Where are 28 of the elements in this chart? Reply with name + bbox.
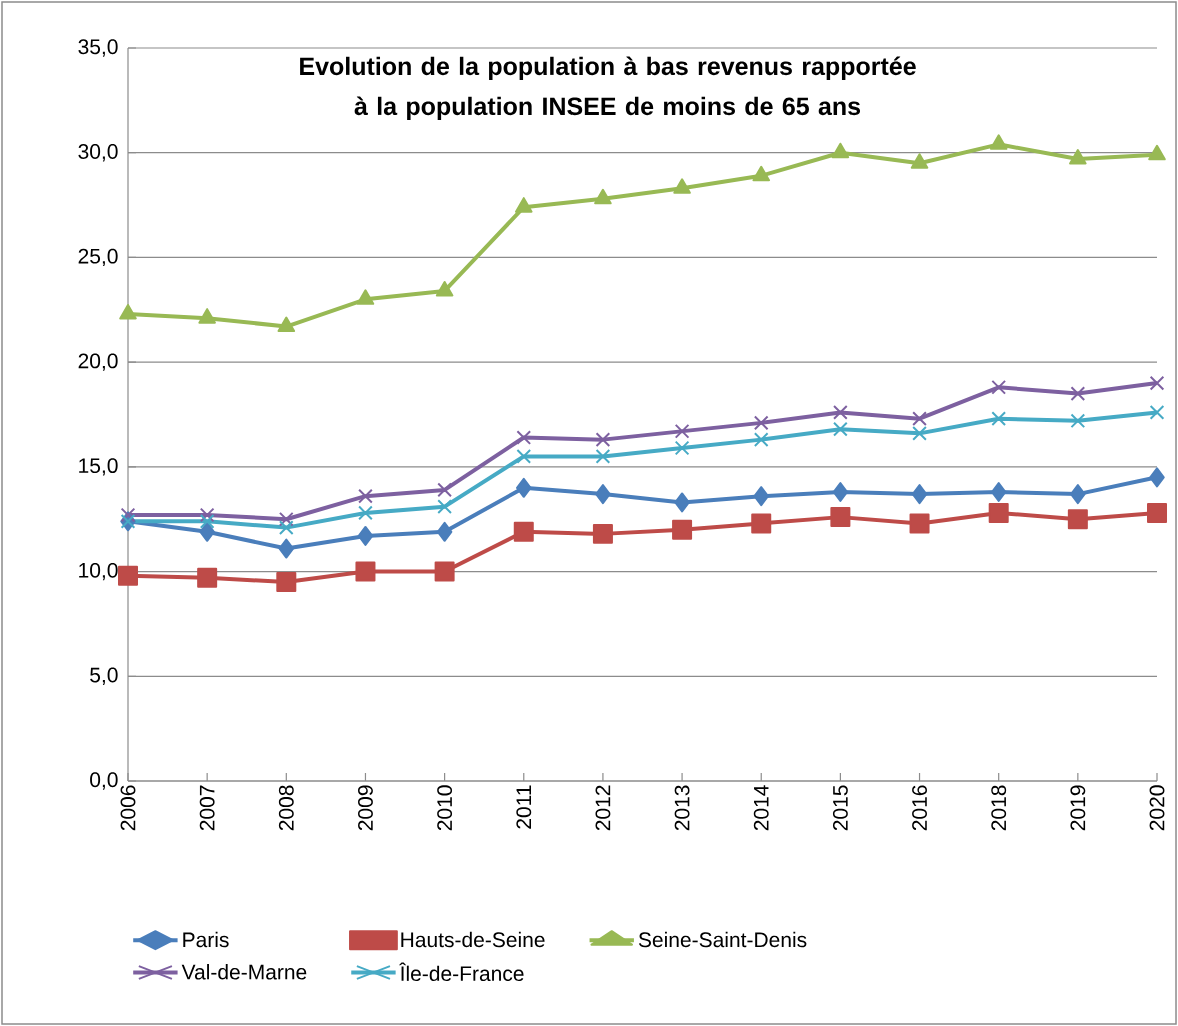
x-tick-label: 2019: [1070, 785, 1086, 831]
y-tick-label: 20,0: [78, 353, 118, 371]
x-tick-label: 2018: [991, 785, 1007, 831]
x-tick-label: 2012: [595, 785, 611, 831]
x-tick-label: 2015: [832, 785, 848, 831]
x-tick-label: 2010: [437, 785, 453, 831]
legend-label: Seine-Saint-Denis: [638, 931, 807, 948]
y-tick-label: 5,0: [90, 667, 118, 685]
legend-label: Île-de-France: [399, 962, 524, 982]
x-tick-label: 2014: [753, 785, 769, 831]
x-tick-label: 2013: [674, 785, 690, 831]
text: Evolution de la population à bas revenus rapportée à la population INSEE de moins de 65 ans: [300, 56, 916, 121]
y-tick-label: 15,0: [79, 458, 118, 476]
x-tick-label: 2008: [278, 785, 294, 831]
x-tick-label: 2007: [199, 785, 215, 831]
y-tick-label: 0,0: [90, 772, 118, 790]
x-tick-label: 2011: [516, 785, 532, 829]
x-tick-label: 2020: [1149, 785, 1165, 831]
y-tick-label: 25,0: [78, 248, 118, 267]
legend-label: Hauts-de-Seine: [401, 931, 545, 948]
legend-label: Val-de-Marne: [181, 964, 307, 980]
x-tick-label: 2009: [358, 785, 373, 831]
y-tick-label: 30,0: [78, 144, 118, 162]
y-tick-label: 10,0: [79, 562, 118, 581]
legend-label: Paris: [183, 931, 229, 948]
y-tick-label: 35,0: [78, 39, 118, 57]
x-tick-label: 2016: [912, 785, 927, 831]
x-tick-label: 2006: [120, 785, 136, 831]
